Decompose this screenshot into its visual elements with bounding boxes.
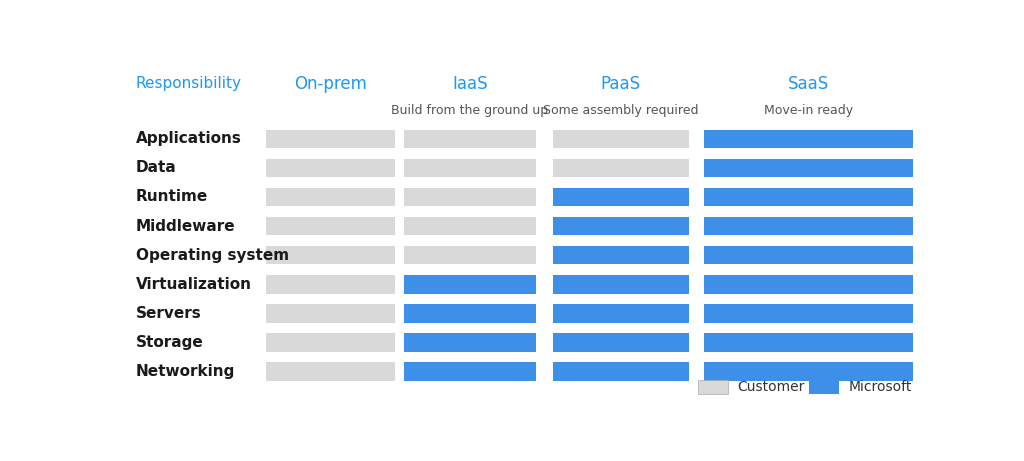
- FancyBboxPatch shape: [404, 217, 536, 235]
- FancyBboxPatch shape: [705, 188, 912, 206]
- FancyBboxPatch shape: [553, 275, 689, 294]
- FancyBboxPatch shape: [404, 362, 536, 381]
- FancyBboxPatch shape: [705, 275, 912, 294]
- FancyBboxPatch shape: [553, 217, 689, 235]
- FancyBboxPatch shape: [266, 362, 394, 381]
- FancyBboxPatch shape: [553, 130, 689, 148]
- FancyBboxPatch shape: [705, 217, 912, 235]
- Text: Virtualization: Virtualization: [136, 277, 252, 292]
- FancyBboxPatch shape: [404, 159, 536, 177]
- Text: Some assembly required: Some assembly required: [543, 104, 698, 117]
- FancyBboxPatch shape: [697, 380, 728, 394]
- FancyBboxPatch shape: [553, 362, 689, 381]
- Text: Operating system: Operating system: [136, 248, 289, 263]
- FancyBboxPatch shape: [553, 333, 689, 352]
- Text: Build from the ground up: Build from the ground up: [391, 104, 549, 117]
- FancyBboxPatch shape: [705, 304, 912, 323]
- Text: Applications: Applications: [136, 131, 242, 146]
- FancyBboxPatch shape: [266, 275, 394, 294]
- FancyBboxPatch shape: [705, 362, 912, 381]
- Text: Storage: Storage: [136, 335, 204, 350]
- Text: Middleware: Middleware: [136, 219, 236, 234]
- FancyBboxPatch shape: [404, 275, 536, 294]
- Text: Move-in ready: Move-in ready: [764, 104, 853, 117]
- FancyBboxPatch shape: [553, 188, 689, 206]
- Text: SaaS: SaaS: [787, 75, 829, 93]
- FancyBboxPatch shape: [266, 159, 394, 177]
- Text: Customer: Customer: [737, 380, 805, 394]
- FancyBboxPatch shape: [705, 130, 912, 148]
- FancyBboxPatch shape: [266, 188, 394, 206]
- FancyBboxPatch shape: [705, 333, 912, 352]
- FancyBboxPatch shape: [809, 380, 839, 394]
- FancyBboxPatch shape: [705, 159, 912, 177]
- FancyBboxPatch shape: [404, 246, 536, 265]
- FancyBboxPatch shape: [553, 246, 689, 265]
- Text: Runtime: Runtime: [136, 189, 208, 204]
- Text: Microsoft: Microsoft: [849, 380, 912, 394]
- FancyBboxPatch shape: [553, 159, 689, 177]
- FancyBboxPatch shape: [266, 246, 394, 265]
- Text: On-prem: On-prem: [294, 75, 367, 93]
- Text: Data: Data: [136, 160, 177, 175]
- Text: Servers: Servers: [136, 306, 202, 321]
- FancyBboxPatch shape: [266, 217, 394, 235]
- FancyBboxPatch shape: [404, 188, 536, 206]
- Text: IaaS: IaaS: [453, 75, 487, 93]
- FancyBboxPatch shape: [705, 246, 912, 265]
- FancyBboxPatch shape: [404, 304, 536, 323]
- FancyBboxPatch shape: [404, 333, 536, 352]
- FancyBboxPatch shape: [266, 304, 394, 323]
- Text: Networking: Networking: [136, 364, 236, 379]
- Text: Responsibility: Responsibility: [136, 76, 242, 91]
- FancyBboxPatch shape: [266, 333, 394, 352]
- FancyBboxPatch shape: [553, 304, 689, 323]
- Text: PaaS: PaaS: [601, 75, 641, 93]
- FancyBboxPatch shape: [266, 130, 394, 148]
- FancyBboxPatch shape: [404, 130, 536, 148]
